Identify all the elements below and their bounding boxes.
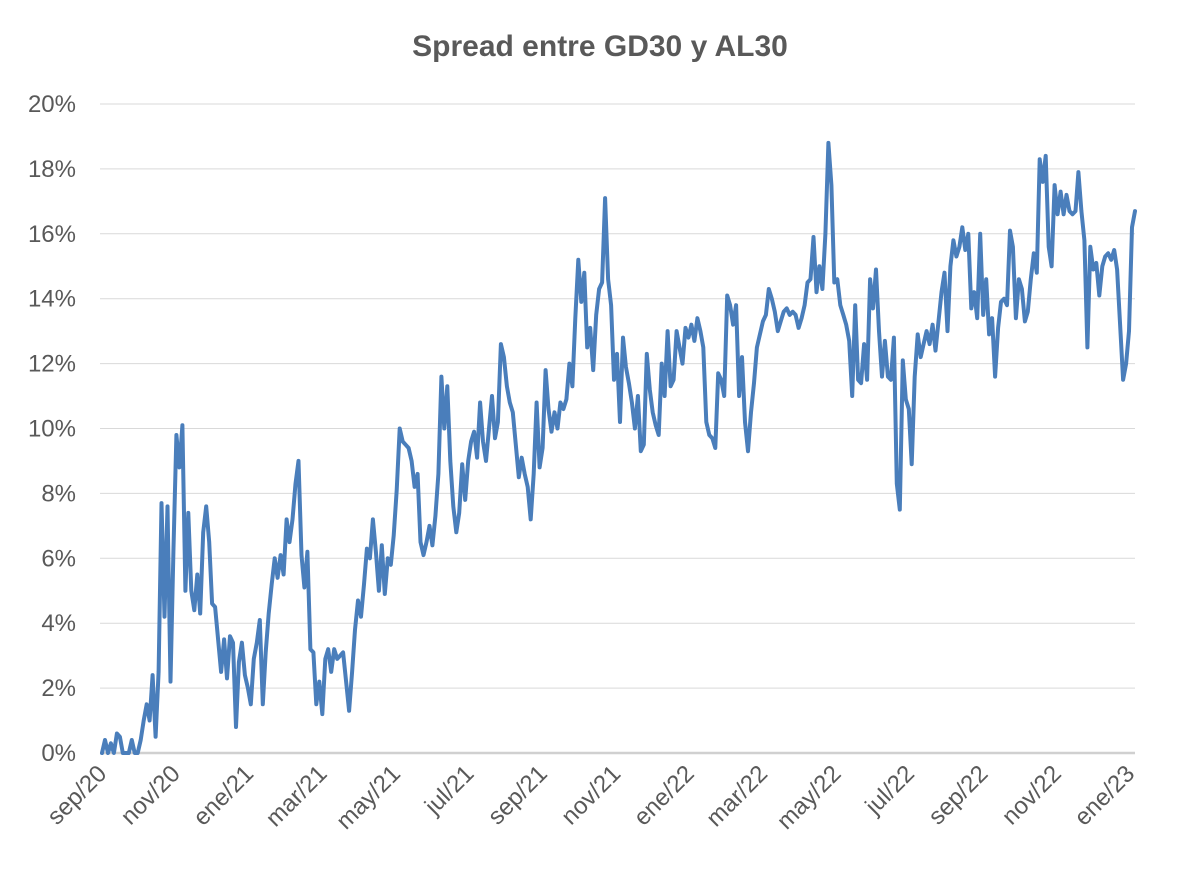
y-tick-label: 10% [28, 416, 76, 443]
chart-title: Spread entre GD30 y AL30 [412, 30, 788, 63]
y-tick-label: 18% [28, 156, 76, 183]
y-tick-label: 14% [28, 286, 76, 313]
y-tick-label: 0% [41, 740, 76, 767]
y-axis-ticks: 0% 2% 4% 6% 8% 10% 12% 14% 16% 18% 20% [28, 91, 76, 767]
y-tick-label: 2% [41, 675, 76, 702]
series-line [100, 140, 1137, 755]
series-layer [100, 140, 1137, 755]
x-tick-label: sep/20 [42, 760, 112, 830]
y-tick-label: 4% [41, 610, 76, 637]
x-tick-label: ene/22 [629, 760, 700, 831]
x-tick-label: sep/22 [923, 760, 993, 830]
x-tick-label: ene/23 [1069, 760, 1140, 831]
x-tick-label: nov/20 [116, 760, 186, 830]
x-tick-label: sep/21 [483, 760, 553, 830]
y-tick-label: 8% [41, 480, 76, 507]
y-tick-label: 12% [28, 351, 76, 378]
x-tick-label: may/22 [772, 760, 847, 835]
x-tick-label: may/21 [331, 760, 406, 835]
y-tick-label: 16% [28, 221, 76, 248]
y-tick-label: 20% [28, 91, 76, 118]
x-tick-label: jul/22 [860, 760, 920, 820]
x-tick-label: nov/22 [997, 760, 1067, 830]
x-tick-label: mar/21 [261, 760, 333, 832]
x-tick-label: jul/21 [419, 760, 479, 820]
x-tick-label: ene/21 [188, 760, 259, 831]
x-tick-label: mar/22 [701, 760, 773, 832]
y-tick-label: 6% [41, 545, 76, 572]
x-tick-label: nov/21 [556, 760, 626, 830]
